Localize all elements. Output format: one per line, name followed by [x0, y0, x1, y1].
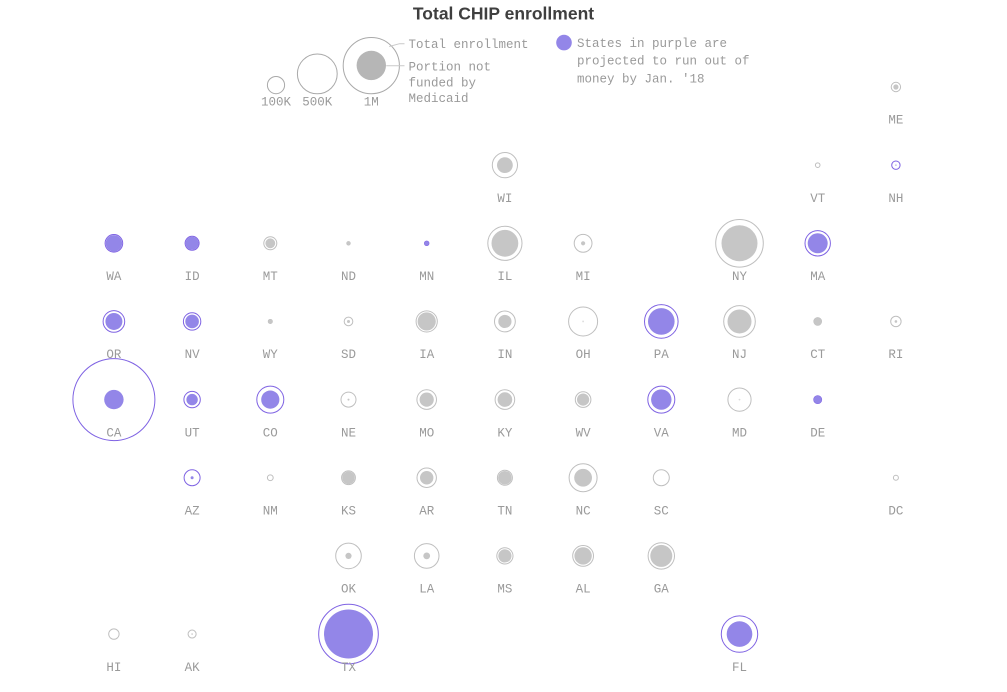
- svg-text:Portion not: Portion not: [409, 60, 492, 74]
- svg-text:DC: DC: [888, 504, 903, 518]
- svg-text:MO: MO: [419, 426, 434, 440]
- svg-text:VT: VT: [810, 192, 826, 206]
- svg-text:1M: 1M: [364, 96, 379, 110]
- svg-text:MS: MS: [497, 583, 512, 597]
- svg-text:MN: MN: [419, 270, 434, 284]
- svg-text:AR: AR: [419, 504, 435, 518]
- svg-text:FL: FL: [732, 661, 747, 675]
- svg-text:HI: HI: [106, 661, 121, 675]
- svg-text:IN: IN: [497, 348, 512, 362]
- svg-text:ND: ND: [341, 270, 356, 284]
- svg-text:MT: MT: [263, 270, 279, 284]
- svg-text:KY: KY: [497, 426, 513, 440]
- svg-text:SC: SC: [654, 504, 669, 518]
- svg-text:Total CHIP enrollment: Total CHIP enrollment: [413, 4, 594, 24]
- svg-text:MA: MA: [810, 270, 826, 284]
- svg-text:WI: WI: [497, 192, 512, 206]
- svg-text:projected to run out of: projected to run out of: [577, 55, 750, 69]
- svg-text:GA: GA: [654, 583, 670, 597]
- svg-text:KS: KS: [341, 504, 356, 518]
- svg-text:TX: TX: [341, 661, 357, 675]
- svg-text:MI: MI: [576, 270, 591, 284]
- svg-text:OR: OR: [106, 348, 122, 362]
- svg-text:100K: 100K: [261, 96, 292, 110]
- svg-text:NJ: NJ: [732, 348, 747, 362]
- svg-text:ME: ME: [888, 114, 903, 128]
- svg-text:TN: TN: [497, 504, 512, 518]
- svg-text:WV: WV: [576, 426, 592, 440]
- svg-text:LA: LA: [419, 583, 435, 597]
- svg-text:MD: MD: [732, 426, 747, 440]
- svg-text:NH: NH: [888, 192, 903, 206]
- svg-text:ID: ID: [185, 270, 200, 284]
- svg-text:OH: OH: [576, 348, 591, 362]
- svg-text:500K: 500K: [302, 96, 333, 110]
- svg-text:VA: VA: [654, 426, 670, 440]
- svg-text:IL: IL: [497, 270, 512, 284]
- svg-text:OK: OK: [341, 583, 357, 597]
- svg-text:NC: NC: [576, 504, 591, 518]
- svg-text:UT: UT: [185, 426, 201, 440]
- svg-text:Total enrollment: Total enrollment: [409, 38, 529, 52]
- svg-text:DE: DE: [810, 426, 825, 440]
- svg-text:RI: RI: [888, 348, 903, 362]
- svg-text:AZ: AZ: [185, 504, 201, 518]
- svg-text:SD: SD: [341, 348, 356, 362]
- svg-text:WY: WY: [263, 348, 279, 362]
- svg-text:AK: AK: [185, 661, 201, 675]
- svg-text:PA: PA: [654, 348, 670, 362]
- svg-text:NY: NY: [732, 270, 748, 284]
- svg-text:funded by: funded by: [409, 76, 477, 90]
- svg-text:States in purple are: States in purple are: [577, 37, 727, 51]
- svg-text:WA: WA: [106, 270, 122, 284]
- svg-text:NV: NV: [185, 348, 201, 362]
- svg-text:NE: NE: [341, 426, 356, 440]
- svg-text:AL: AL: [576, 583, 591, 597]
- svg-text:NM: NM: [263, 504, 278, 518]
- svg-text:CT: CT: [810, 348, 826, 362]
- svg-text:Medicaid: Medicaid: [409, 92, 469, 106]
- svg-text:IA: IA: [419, 348, 435, 362]
- svg-text:CO: CO: [263, 426, 278, 440]
- svg-text:money by Jan. '18: money by Jan. '18: [577, 72, 705, 86]
- svg-text:CA: CA: [106, 426, 122, 440]
